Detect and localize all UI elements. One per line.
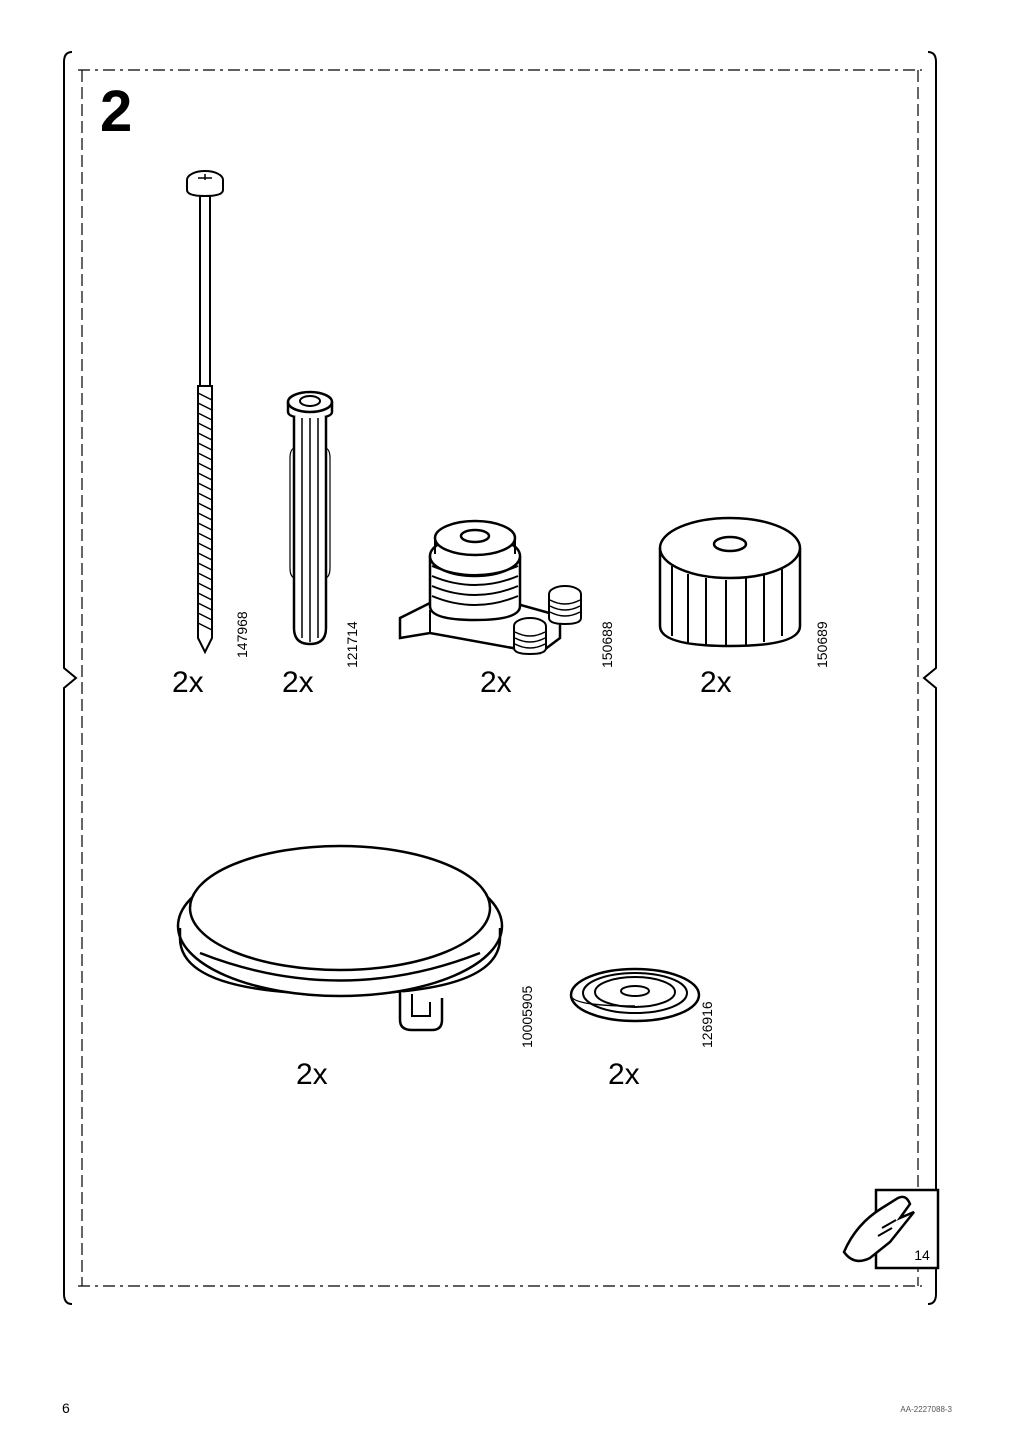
part-wall-plug: 121714 [260, 388, 380, 688]
qty-label: 2x [700, 666, 732, 700]
page-number: 6 [62, 1400, 70, 1416]
part-id-label: 126916 [699, 1001, 715, 1048]
qty-label: 2x [296, 1058, 328, 1092]
cap-icon [640, 498, 830, 658]
part-cap: 150689 [640, 498, 840, 688]
qty-label: 2x [608, 1058, 640, 1092]
page-container: 2 147968 2x [60, 48, 940, 1308]
step-number: 2 [100, 78, 132, 145]
document-id: AA-2227088-3 [900, 1405, 952, 1414]
screw-icon [160, 168, 250, 658]
part-washer: 126916 [560, 960, 740, 1060]
part-bracket: 150688 [390, 498, 630, 688]
cover-plate-icon [150, 808, 530, 1048]
part-id-label: 121714 [344, 621, 360, 668]
qty-label: 2x [282, 666, 314, 700]
bracket-icon [390, 498, 620, 668]
washer-icon [560, 960, 710, 1030]
page-ref-callout: 14 [840, 1188, 940, 1270]
page-ref-icon: 14 [840, 1188, 940, 1270]
part-id-label: 10005905 [519, 986, 535, 1048]
page-ref-number: 14 [914, 1247, 930, 1263]
part-id-label: 150688 [599, 621, 615, 668]
qty-label: 2x [480, 666, 512, 700]
part-id-label: 147968 [234, 611, 250, 658]
part-id-label: 150689 [814, 621, 830, 668]
qty-label: 2x [172, 666, 204, 700]
part-cover-plate: 10005905 [150, 808, 550, 1068]
